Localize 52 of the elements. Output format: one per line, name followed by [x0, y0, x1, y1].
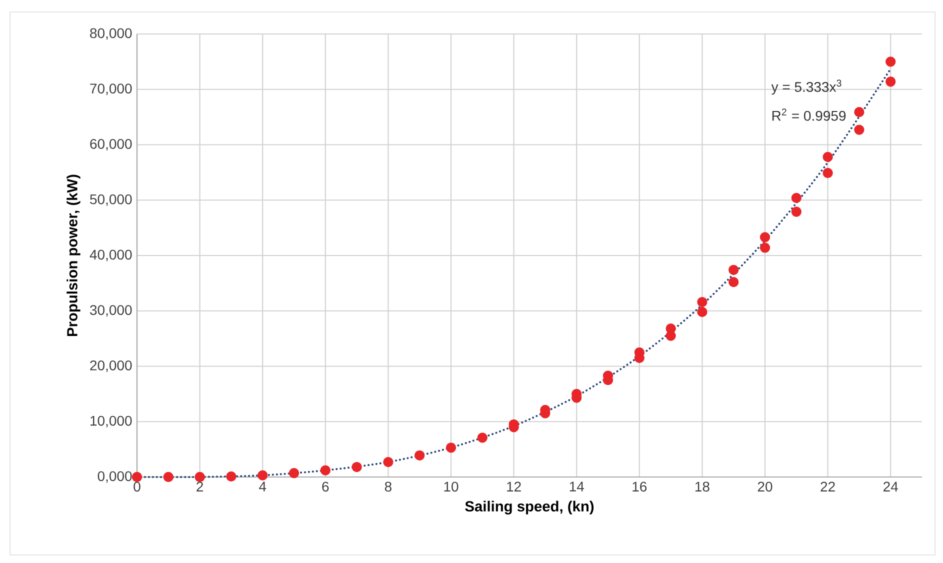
- point: [258, 470, 268, 480]
- x-tick-label: 0: [134, 482, 140, 492]
- point: [886, 56, 896, 67]
- point: [822, 152, 833, 162]
- x-tick-label: 24: [884, 482, 898, 492]
- point: [320, 465, 330, 476]
- point: [477, 432, 488, 443]
- point: [163, 472, 174, 482]
- point: [446, 442, 456, 453]
- x-axis-title: Sailing speed, (kn): [465, 500, 594, 515]
- x-tick-label: 18: [695, 482, 710, 492]
- point: [791, 192, 802, 203]
- x-tick-label: 22: [820, 482, 835, 492]
- point: [666, 324, 676, 334]
- x-tick-label: 8: [384, 482, 392, 492]
- x-tick-label: 12: [507, 482, 521, 492]
- point: [697, 306, 708, 318]
- point: [728, 277, 739, 288]
- x-tick-label: 4: [259, 482, 266, 492]
- y-tick-label: 40,000: [90, 250, 132, 262]
- point: [760, 242, 770, 253]
- y-tick-label: 80,000: [90, 28, 132, 40]
- point: [822, 168, 833, 178]
- point: [414, 450, 425, 460]
- x-tick-label: 20: [758, 482, 772, 492]
- point: [697, 296, 708, 308]
- point: [886, 76, 896, 87]
- x-tick-label: 2: [196, 482, 203, 492]
- annotation: R$^{2}$ = 0.9959: [772, 108, 846, 121]
- x-tick-label: 16: [632, 482, 647, 492]
- x-tick-label: 14: [570, 482, 584, 492]
- y-tick-label: 0,000: [98, 471, 132, 483]
- point: [854, 124, 864, 135]
- point: [760, 232, 770, 242]
- point: [194, 472, 205, 482]
- annotation: y = 5.333x$^{3}$: [771, 80, 842, 95]
- point: [383, 456, 394, 468]
- y-axis-title: Propulsion power, (kW): [66, 174, 80, 336]
- y-tick-label: 20,000: [90, 360, 132, 372]
- x-tick-label: 10: [444, 482, 458, 492]
- y-tick-label: 10,000: [90, 416, 132, 428]
- y-tick-label: 30,000: [90, 305, 132, 317]
- y-tick-label: 50,000: [90, 194, 132, 206]
- point: [791, 206, 802, 217]
- y-tick-label: 60,000: [90, 138, 132, 151]
- point: [226, 471, 236, 482]
- point: [854, 107, 864, 118]
- point: [352, 462, 362, 472]
- point: [728, 264, 739, 275]
- point: [288, 468, 300, 478]
- x-tick-label: 6: [322, 482, 329, 492]
- y-tick-label: 70,000: [90, 84, 132, 96]
